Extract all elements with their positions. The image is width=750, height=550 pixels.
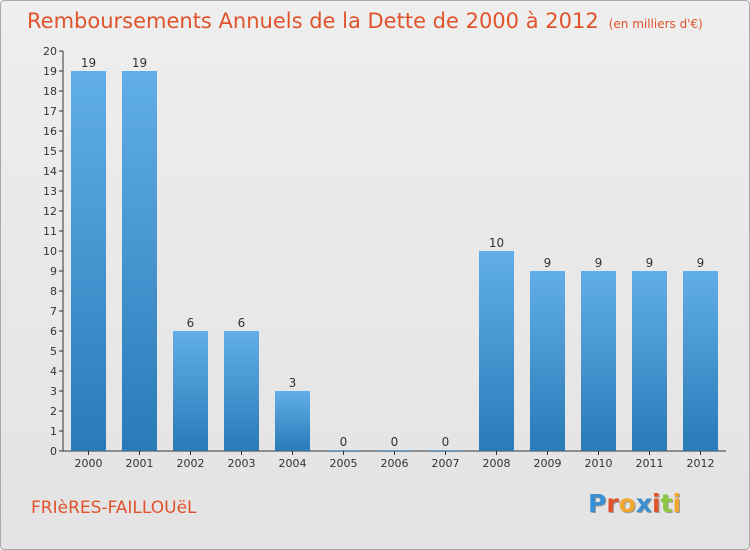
x-tick-label: 2006 <box>381 457 409 470</box>
x-tick-label: 2010 <box>585 457 613 470</box>
logo-letter: r <box>606 489 619 518</box>
y-tick-label: 5 <box>50 345 57 358</box>
data-label: 19 <box>132 56 147 70</box>
data-label: 10 <box>489 236 504 250</box>
x-tick-label: 2005 <box>330 457 358 470</box>
data-label: 9 <box>646 256 654 270</box>
x-tick-label: 2012 <box>687 457 715 470</box>
data-label: 9 <box>544 256 552 270</box>
y-tick-label: 13 <box>43 185 57 198</box>
x-tick-label: 2001 <box>126 457 154 470</box>
bar <box>530 271 565 451</box>
data-label: 6 <box>238 316 246 330</box>
logo-letter: t <box>660 489 673 518</box>
x-tick-label: 2002 <box>177 457 205 470</box>
bar <box>683 271 718 451</box>
x-tick-label: 2003 <box>228 457 256 470</box>
logo-letter: i <box>652 489 661 518</box>
bar <box>326 450 361 451</box>
unit-label: (en milliers d'€) <box>608 17 703 31</box>
x-tick-label: 2009 <box>534 457 562 470</box>
data-label: 0 <box>340 435 348 449</box>
y-tick-label: 2 <box>50 405 57 418</box>
data-label: 9 <box>595 256 603 270</box>
y-tick-label: 17 <box>43 105 57 118</box>
bar <box>479 251 514 451</box>
y-tick-label: 11 <box>43 225 57 238</box>
logo-letter: i <box>672 489 682 518</box>
data-label: 3 <box>289 376 297 390</box>
x-tick-label: 2000 <box>75 457 103 470</box>
bar <box>275 391 310 451</box>
data-label: 6 <box>187 316 195 330</box>
y-tick-label: 14 <box>43 165 57 178</box>
bar <box>581 271 616 451</box>
bar <box>428 450 463 451</box>
y-tick-label: 7 <box>50 305 57 318</box>
logo-letter: P <box>588 489 607 518</box>
bar <box>377 450 412 451</box>
x-tick-label: 2008 <box>483 457 511 470</box>
bar <box>224 331 259 451</box>
data-label: 19 <box>81 56 96 70</box>
y-tick-label: 3 <box>50 385 57 398</box>
bar <box>632 271 667 451</box>
chart-title: Remboursements Annuels de la Dette de 20… <box>27 9 703 33</box>
y-tick-label: 20 <box>43 45 57 58</box>
y-tick-label: 8 <box>50 285 57 298</box>
title-text: Remboursements Annuels de la Dette de 20… <box>27 9 599 33</box>
data-label: 0 <box>442 435 450 449</box>
y-tick-label: 18 <box>43 85 57 98</box>
y-tick-label: 4 <box>50 365 57 378</box>
y-tick-label: 16 <box>43 125 57 138</box>
proxiti-logo[interactable]: Proxiti <box>588 489 681 518</box>
x-tick-label: 2004 <box>279 457 307 470</box>
x-tick-label: 2011 <box>636 457 664 470</box>
y-tick-label: 9 <box>50 265 57 278</box>
y-tick-label: 6 <box>50 325 57 338</box>
logo-letter: x <box>635 489 652 518</box>
bar <box>71 71 106 451</box>
y-tick-label: 12 <box>43 205 57 218</box>
data-label: 9 <box>697 256 705 270</box>
logo-letter: o <box>618 489 636 518</box>
data-label: 0 <box>391 435 399 449</box>
y-tick-label: 19 <box>43 65 57 78</box>
x-tick-label: 2007 <box>432 457 460 470</box>
bar <box>122 71 157 451</box>
y-tick-label: 0 <box>50 445 57 458</box>
bar <box>173 331 208 451</box>
y-tick-label: 15 <box>43 145 57 158</box>
y-tick-label: 10 <box>43 245 57 258</box>
y-tick-label: 1 <box>50 425 57 438</box>
commune-name: FRIèRES-FAILLOUëL <box>31 498 197 518</box>
